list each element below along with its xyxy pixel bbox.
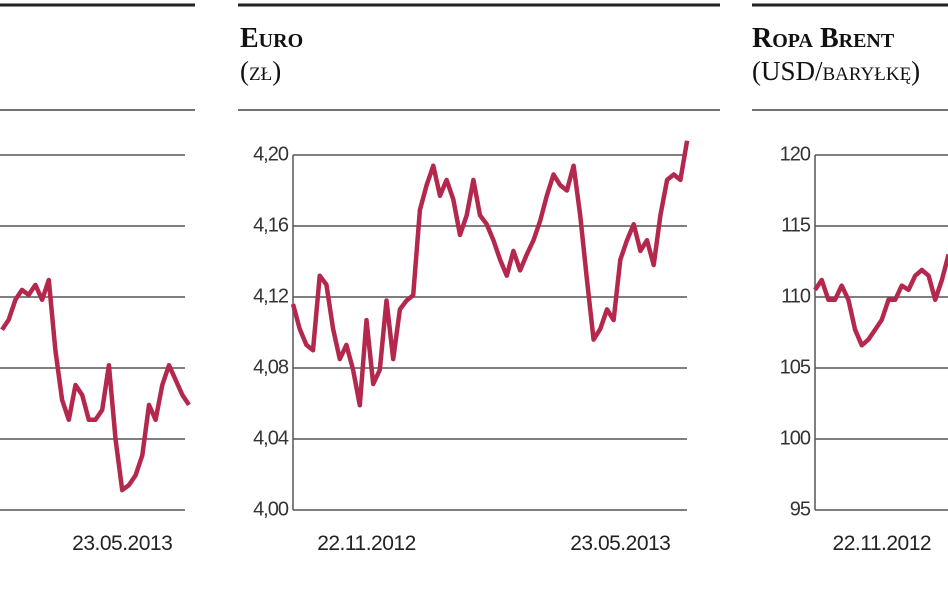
y-tick-label: 4,04 (253, 427, 289, 449)
chart-title: Euro (240, 23, 303, 54)
y-tick-label: 4,08 (253, 356, 289, 378)
series-line (813, 253, 948, 348)
series-line (290, 140, 690, 408)
series-line (0, 277, 191, 493)
chart-subtitle: (zł) (240, 56, 281, 86)
y-tick-label: 4,16 (253, 214, 289, 236)
y-tick-label: 115 (781, 214, 811, 236)
y-tick-label: 95 (790, 498, 811, 520)
y-tick-label: 120 (780, 143, 811, 165)
y-tick-label: 105 (780, 356, 811, 378)
chart-title: Ropa Brent (752, 23, 895, 54)
x-tick-label: 23.05.2013 (72, 532, 172, 555)
x-tick-label: 22.11.2012 (317, 532, 416, 555)
chart-subtitle: (USD/baryłkę) (752, 56, 920, 86)
y-tick-label: 110 (781, 285, 811, 307)
x-tick-label: 23.05.2013 (570, 532, 670, 555)
y-tick-label: 4,00 (253, 498, 289, 520)
x-tick-label: 22.11.2012 (833, 532, 932, 555)
y-tick-label: 4,12 (253, 285, 289, 307)
y-tick-label: 100 (780, 427, 811, 449)
y-tick-label: 4,20 (253, 143, 289, 165)
